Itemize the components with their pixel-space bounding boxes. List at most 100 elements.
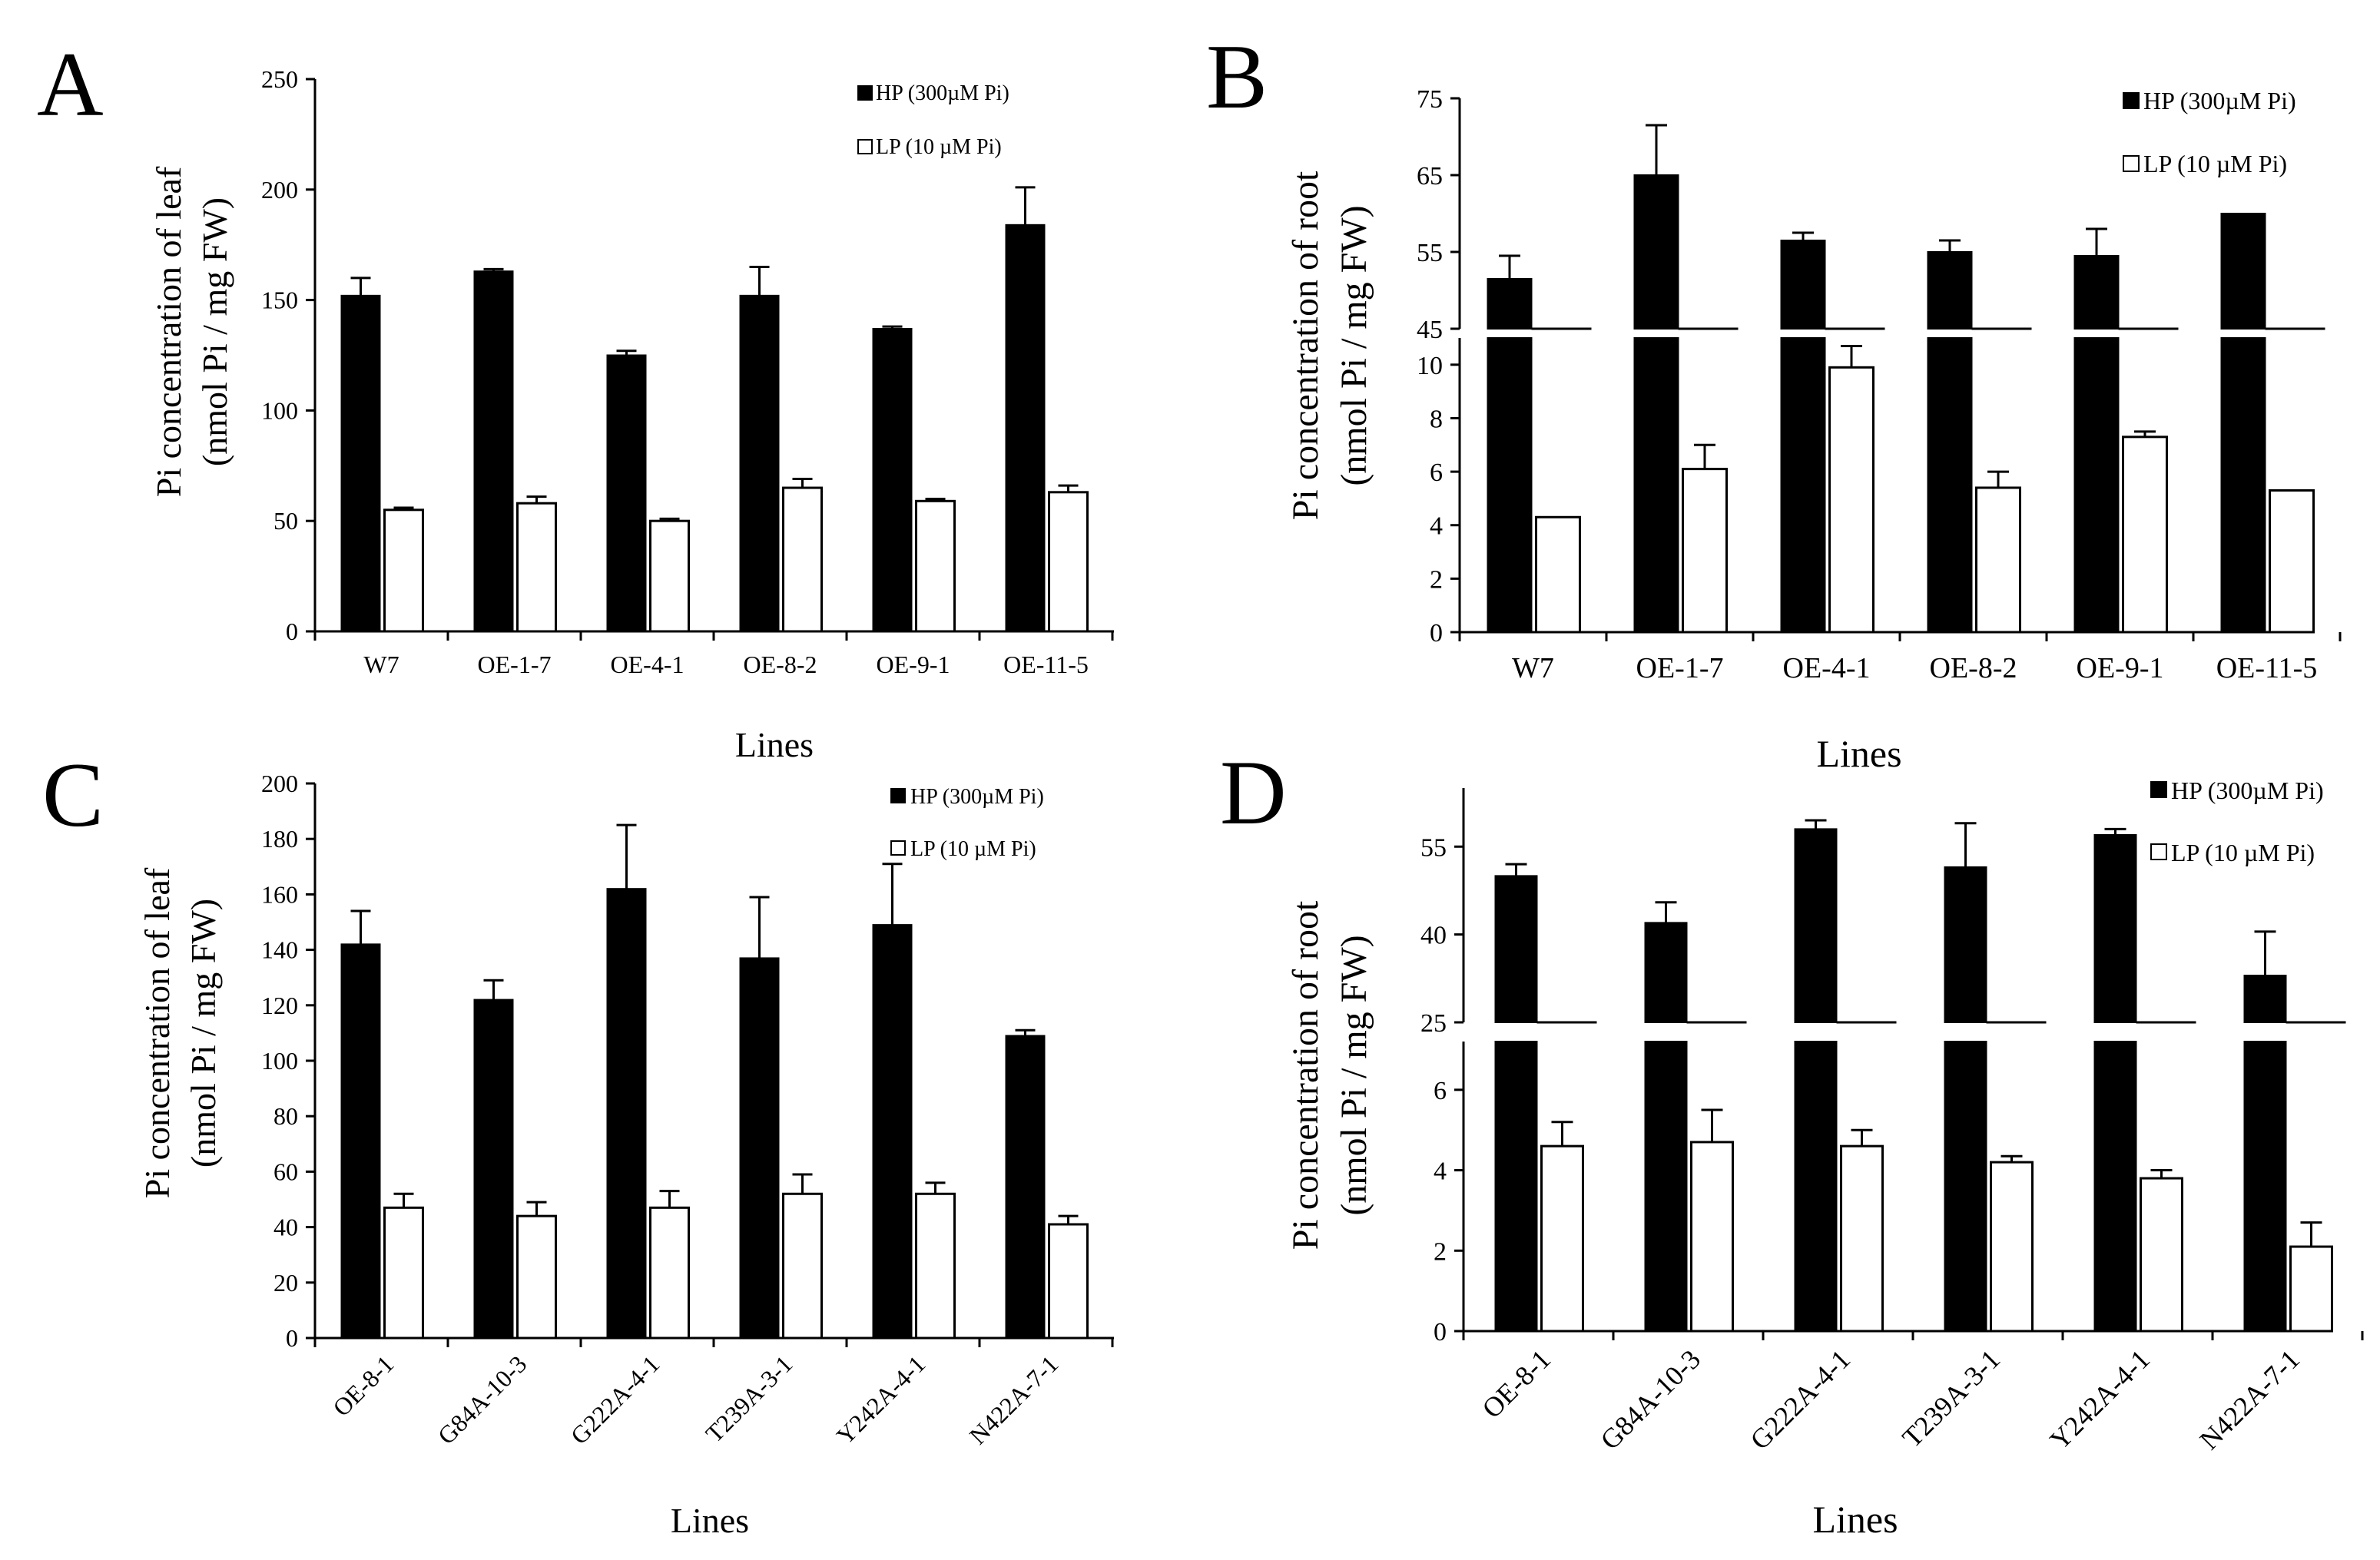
y-tick-label: 200 xyxy=(261,770,298,797)
bar-hp-upper xyxy=(1944,866,1987,1023)
bar-hp xyxy=(739,957,780,1340)
x-tick-label: OE-4-1 xyxy=(1783,652,1871,684)
bar-hp-upper xyxy=(2243,975,2287,1023)
bar-lp xyxy=(915,1192,956,1340)
x-tick-label: Y242A-4-1 xyxy=(831,1350,931,1449)
bar-hp xyxy=(340,294,381,632)
panel-b: B Pi concentration of root (nmol Pi / mg… xyxy=(1206,25,2296,775)
y-axis-title: (nmol Pi / mg FW) xyxy=(1334,205,1374,485)
bar-lp xyxy=(782,1192,823,1340)
bar-hp xyxy=(739,294,780,632)
x-axis-title: Lines xyxy=(1812,1498,1898,1541)
x-tick-label: OE-8-1 xyxy=(1477,1343,1557,1424)
y-tick-label: 4 xyxy=(1430,512,1443,541)
bar-hp xyxy=(473,270,514,632)
bar-lp xyxy=(2122,436,2168,634)
y-tick-label: 120 xyxy=(261,992,298,1019)
y-axis-title: (nmol Pi / mg FW) xyxy=(195,197,234,466)
legend-label-hp: HP (300µM Pi) xyxy=(876,81,1009,105)
y-tick-label: 140 xyxy=(261,936,298,964)
bar-lp xyxy=(1990,1161,2034,1333)
bar-hp-lower xyxy=(2220,337,2266,633)
bar-hp-upper xyxy=(1487,278,1533,330)
bar-hp-lower xyxy=(1944,1041,1987,1332)
y-tick-label: 8 xyxy=(1430,405,1443,433)
legend-swatch-hp xyxy=(2123,92,2140,109)
bar-hp-lower xyxy=(1780,337,1826,633)
bar-lp xyxy=(1048,1223,1089,1340)
legend-swatch-hp xyxy=(2150,781,2167,798)
bar-lp xyxy=(1975,486,2021,634)
x-tick-label: G84A-10-3 xyxy=(433,1350,532,1449)
panel-a: A Pi concentration of leaf (nmol Pi / mg… xyxy=(37,33,1009,764)
legend-swatch-lp xyxy=(857,139,873,154)
y-tick-label: 6 xyxy=(1434,1077,1447,1105)
legend-swatch-lp xyxy=(890,840,906,856)
bar-lp xyxy=(1535,515,1581,634)
panel-label: A xyxy=(37,33,104,135)
bar-hp-lower xyxy=(1644,1041,1688,1332)
legend-swatch-hp xyxy=(857,85,873,101)
bar-hp-lower xyxy=(1794,1041,1838,1332)
y-tick-label: 40 xyxy=(273,1214,298,1241)
panel-label: C xyxy=(42,744,104,846)
x-axis-title: Lines xyxy=(671,1501,749,1540)
y-axis-title: Pi concentration of root xyxy=(1285,900,1326,1250)
bar-hp-upper xyxy=(2093,834,2137,1023)
x-tick-label: N422A-7-1 xyxy=(964,1350,1064,1449)
y-tick-label: 2 xyxy=(1434,1237,1447,1266)
y-tick-label: 4 xyxy=(1434,1158,1447,1186)
bar-hp xyxy=(606,354,647,632)
x-tick-label: N422A-7-1 xyxy=(2194,1343,2306,1456)
bar-hp-upper xyxy=(2073,255,2120,330)
legend-label-lp: LP (10 µM Pi) xyxy=(2143,150,2287,177)
y-tick-label: 25 xyxy=(1420,1009,1447,1038)
legend-label-hp: HP (300µM Pi) xyxy=(910,785,1044,809)
y-tick-label: 20 xyxy=(273,1269,298,1297)
bar-hp-upper xyxy=(1927,251,1973,330)
bar-hp-upper xyxy=(1633,174,1679,330)
y-tick-label: 75 xyxy=(1417,85,1443,114)
y-tick-label: 50 xyxy=(273,507,298,535)
bar-lp xyxy=(915,499,956,633)
x-tick-label: W7 xyxy=(1512,652,1554,684)
bar-hp-upper xyxy=(2220,213,2266,330)
x-tick-label: OE-9-1 xyxy=(877,651,950,678)
y-tick-label: 60 xyxy=(273,1158,298,1185)
bar-lp xyxy=(1682,468,1728,634)
y-tick-label: 0 xyxy=(1434,1318,1447,1346)
y-tick-label: 2 xyxy=(1430,565,1443,594)
panel-c: C Pi concentration of leaf (nmol Pi / mg… xyxy=(42,744,1044,1540)
bar-lp xyxy=(1840,1144,1884,1333)
y-tick-label: 0 xyxy=(286,618,298,645)
y-axis-title: (nmol Pi / mg FW) xyxy=(1334,935,1374,1215)
bar-lp xyxy=(516,502,557,633)
bar-lp xyxy=(2289,1245,2333,1333)
y-tick-label: 6 xyxy=(1430,459,1443,487)
x-tick-label: G222A-4-1 xyxy=(565,1350,665,1449)
legend-swatch-lp xyxy=(2150,843,2167,860)
bar-hp-upper xyxy=(1494,875,1538,1023)
y-tick-label: 100 xyxy=(261,396,298,424)
bar-lp xyxy=(516,1214,557,1340)
x-tick-label: OE-1-7 xyxy=(1636,652,1724,684)
bar-lp xyxy=(649,1206,690,1340)
bar-hp xyxy=(340,943,381,1339)
y-axis-title: Pi concentration of root xyxy=(1285,171,1326,520)
legend-label-hp: HP (300µM Pi) xyxy=(2143,87,2296,114)
bar-lp xyxy=(1690,1141,1734,1333)
bar-hp-upper xyxy=(1794,828,1838,1023)
bar-hp xyxy=(872,924,913,1339)
bar-lp xyxy=(1828,366,1874,634)
y-tick-label: 80 xyxy=(273,1102,298,1130)
x-tick-label: G84A-10-3 xyxy=(1595,1343,1707,1456)
x-tick-label: W7 xyxy=(363,651,399,678)
bar-hp xyxy=(1005,224,1046,633)
x-tick-label: OE-11-5 xyxy=(1003,651,1089,678)
y-tick-label: 250 xyxy=(261,65,298,93)
x-tick-label: OE-9-1 xyxy=(2077,652,2164,684)
y-tick-label: 45 xyxy=(1417,316,1443,344)
y-axis-title: Pi concentration of leaf xyxy=(149,166,188,497)
y-axis-title: (nmol Pi / mg FW) xyxy=(184,899,223,1168)
